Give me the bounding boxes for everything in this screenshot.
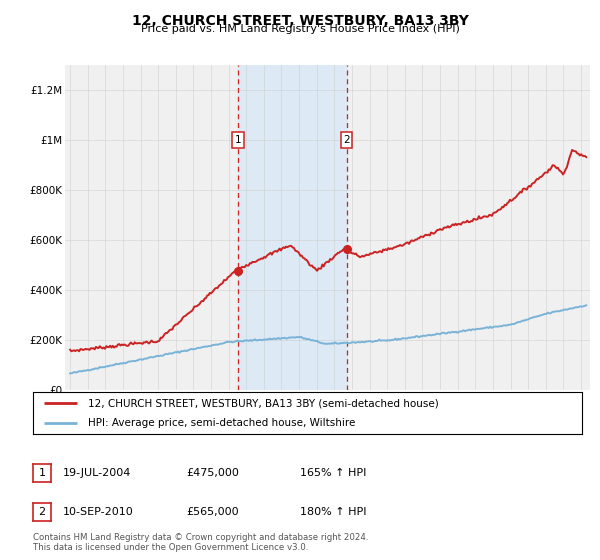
Text: 12, CHURCH STREET, WESTBURY, BA13 3BY (semi-detached house): 12, CHURCH STREET, WESTBURY, BA13 3BY (s… [88, 398, 439, 408]
Text: 12, CHURCH STREET, WESTBURY, BA13 3BY: 12, CHURCH STREET, WESTBURY, BA13 3BY [131, 14, 469, 28]
Text: 165% ↑ HPI: 165% ↑ HPI [300, 468, 367, 478]
Text: 10-SEP-2010: 10-SEP-2010 [63, 507, 134, 517]
Text: This data is licensed under the Open Government Licence v3.0.: This data is licensed under the Open Gov… [33, 543, 308, 552]
Text: Price paid vs. HM Land Registry's House Price Index (HPI): Price paid vs. HM Land Registry's House … [140, 24, 460, 34]
Text: £565,000: £565,000 [186, 507, 239, 517]
Text: £475,000: £475,000 [186, 468, 239, 478]
Text: Contains HM Land Registry data © Crown copyright and database right 2024.: Contains HM Land Registry data © Crown c… [33, 533, 368, 542]
Text: 2: 2 [343, 135, 350, 145]
Text: HPI: Average price, semi-detached house, Wiltshire: HPI: Average price, semi-detached house,… [88, 418, 355, 428]
Text: 1: 1 [38, 468, 46, 478]
Bar [238, 65, 347, 390]
Text: 2: 2 [38, 507, 46, 517]
Text: 1: 1 [235, 135, 241, 145]
Text: 19-JUL-2004: 19-JUL-2004 [63, 468, 131, 478]
Text: 180% ↑ HPI: 180% ↑ HPI [300, 507, 367, 517]
